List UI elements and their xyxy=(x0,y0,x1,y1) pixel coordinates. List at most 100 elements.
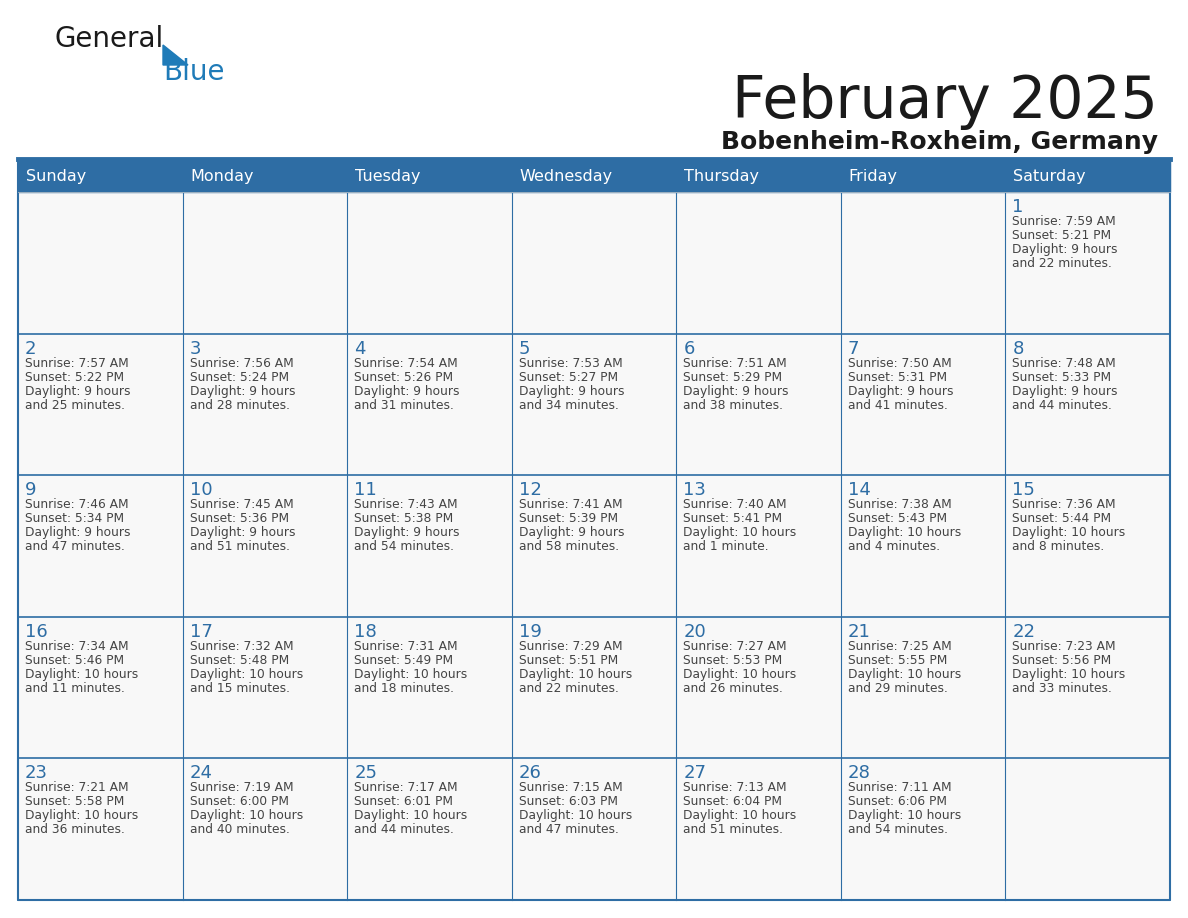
Text: 22: 22 xyxy=(1012,622,1036,641)
Text: Thursday: Thursday xyxy=(684,169,759,184)
Text: Sunset: 5:26 PM: Sunset: 5:26 PM xyxy=(354,371,454,384)
Bar xyxy=(18,160,1170,192)
Text: and 1 minute.: and 1 minute. xyxy=(683,540,769,554)
Text: Daylight: 9 hours: Daylight: 9 hours xyxy=(848,385,953,397)
Text: Daylight: 10 hours: Daylight: 10 hours xyxy=(1012,526,1126,539)
Text: Sunset: 6:06 PM: Sunset: 6:06 PM xyxy=(848,795,947,809)
Text: 16: 16 xyxy=(25,622,48,641)
Text: 23: 23 xyxy=(25,765,48,782)
Bar xyxy=(183,758,347,900)
Text: and 11 minutes.: and 11 minutes. xyxy=(25,682,125,695)
Bar xyxy=(18,617,183,758)
Text: 24: 24 xyxy=(190,765,213,782)
Bar xyxy=(18,192,183,333)
Text: and 34 minutes.: and 34 minutes. xyxy=(519,398,619,411)
Text: and 38 minutes.: and 38 minutes. xyxy=(683,398,783,411)
Bar xyxy=(841,333,1005,476)
Text: Daylight: 10 hours: Daylight: 10 hours xyxy=(519,810,632,823)
Text: Daylight: 9 hours: Daylight: 9 hours xyxy=(683,385,789,397)
Text: Sunset: 5:21 PM: Sunset: 5:21 PM xyxy=(1012,229,1112,242)
Text: and 31 minutes.: and 31 minutes. xyxy=(354,398,454,411)
Text: Sunrise: 7:11 AM: Sunrise: 7:11 AM xyxy=(848,781,952,794)
Text: 10: 10 xyxy=(190,481,213,499)
Text: Daylight: 9 hours: Daylight: 9 hours xyxy=(519,526,624,539)
Text: Sunset: 5:46 PM: Sunset: 5:46 PM xyxy=(25,654,124,666)
Bar xyxy=(1005,192,1170,333)
Text: 18: 18 xyxy=(354,622,377,641)
Text: Sunset: 6:00 PM: Sunset: 6:00 PM xyxy=(190,795,289,809)
Text: Daylight: 10 hours: Daylight: 10 hours xyxy=(190,667,303,681)
Text: Sunrise: 7:15 AM: Sunrise: 7:15 AM xyxy=(519,781,623,794)
Bar xyxy=(841,617,1005,758)
Bar xyxy=(1005,758,1170,900)
Text: Sunset: 5:48 PM: Sunset: 5:48 PM xyxy=(190,654,289,666)
Text: Daylight: 10 hours: Daylight: 10 hours xyxy=(848,810,961,823)
Text: 15: 15 xyxy=(1012,481,1035,499)
Text: Sunset: 5:24 PM: Sunset: 5:24 PM xyxy=(190,371,289,384)
Text: Sunrise: 7:19 AM: Sunrise: 7:19 AM xyxy=(190,781,293,794)
Text: Daylight: 10 hours: Daylight: 10 hours xyxy=(25,667,138,681)
Text: 11: 11 xyxy=(354,481,377,499)
Text: 27: 27 xyxy=(683,765,707,782)
Text: Sunrise: 7:54 AM: Sunrise: 7:54 AM xyxy=(354,356,457,370)
Text: and 44 minutes.: and 44 minutes. xyxy=(1012,398,1112,411)
Text: Sunset: 5:38 PM: Sunset: 5:38 PM xyxy=(354,512,454,525)
Text: Sunrise: 7:29 AM: Sunrise: 7:29 AM xyxy=(519,640,623,653)
Text: Sunset: 5:22 PM: Sunset: 5:22 PM xyxy=(25,371,124,384)
Text: and 15 minutes.: and 15 minutes. xyxy=(190,682,290,695)
Text: Sunset: 5:31 PM: Sunset: 5:31 PM xyxy=(848,371,947,384)
Text: Saturday: Saturday xyxy=(1013,169,1086,184)
Text: and 44 minutes.: and 44 minutes. xyxy=(354,823,454,836)
Text: Sunrise: 7:38 AM: Sunrise: 7:38 AM xyxy=(848,498,952,511)
Text: and 47 minutes.: and 47 minutes. xyxy=(25,540,125,554)
Text: Sunset: 5:34 PM: Sunset: 5:34 PM xyxy=(25,512,124,525)
Text: Sunrise: 7:59 AM: Sunrise: 7:59 AM xyxy=(1012,215,1117,228)
Text: Sunrise: 7:43 AM: Sunrise: 7:43 AM xyxy=(354,498,457,511)
Bar xyxy=(841,476,1005,617)
Text: 12: 12 xyxy=(519,481,542,499)
Bar xyxy=(512,192,676,333)
Text: Sunset: 5:33 PM: Sunset: 5:33 PM xyxy=(1012,371,1112,384)
Bar xyxy=(347,192,512,333)
Text: Sunset: 5:44 PM: Sunset: 5:44 PM xyxy=(1012,512,1112,525)
Bar xyxy=(676,617,841,758)
Polygon shape xyxy=(163,45,188,65)
Text: Daylight: 9 hours: Daylight: 9 hours xyxy=(190,526,295,539)
Text: and 54 minutes.: and 54 minutes. xyxy=(354,540,454,554)
Text: February 2025: February 2025 xyxy=(732,73,1158,130)
Bar xyxy=(18,476,183,617)
Text: Daylight: 10 hours: Daylight: 10 hours xyxy=(519,667,632,681)
Text: Sunrise: 7:23 AM: Sunrise: 7:23 AM xyxy=(1012,640,1116,653)
Bar xyxy=(183,617,347,758)
Text: 1: 1 xyxy=(1012,198,1024,216)
Text: 5: 5 xyxy=(519,340,530,358)
Text: Sunset: 5:27 PM: Sunset: 5:27 PM xyxy=(519,371,618,384)
Bar xyxy=(18,758,183,900)
Text: Daylight: 10 hours: Daylight: 10 hours xyxy=(354,810,467,823)
Text: Tuesday: Tuesday xyxy=(355,169,421,184)
Bar xyxy=(1005,617,1170,758)
Text: and 25 minutes.: and 25 minutes. xyxy=(25,398,125,411)
Text: and 58 minutes.: and 58 minutes. xyxy=(519,540,619,554)
Text: 17: 17 xyxy=(190,622,213,641)
Bar xyxy=(676,758,841,900)
Text: Daylight: 9 hours: Daylight: 9 hours xyxy=(1012,243,1118,256)
Text: Daylight: 9 hours: Daylight: 9 hours xyxy=(354,385,460,397)
Bar xyxy=(347,476,512,617)
Bar xyxy=(512,333,676,476)
Text: General: General xyxy=(55,25,164,53)
Text: 3: 3 xyxy=(190,340,201,358)
Text: and 18 minutes.: and 18 minutes. xyxy=(354,682,454,695)
Text: Monday: Monday xyxy=(190,169,254,184)
Text: Sunrise: 7:40 AM: Sunrise: 7:40 AM xyxy=(683,498,786,511)
Bar xyxy=(676,192,841,333)
Text: 6: 6 xyxy=(683,340,695,358)
Text: Daylight: 9 hours: Daylight: 9 hours xyxy=(519,385,624,397)
Text: Daylight: 10 hours: Daylight: 10 hours xyxy=(848,667,961,681)
Bar xyxy=(512,758,676,900)
Bar xyxy=(841,758,1005,900)
Bar xyxy=(512,617,676,758)
Text: Sunrise: 7:53 AM: Sunrise: 7:53 AM xyxy=(519,356,623,370)
Text: Sunset: 5:49 PM: Sunset: 5:49 PM xyxy=(354,654,454,666)
Text: Blue: Blue xyxy=(163,58,225,86)
